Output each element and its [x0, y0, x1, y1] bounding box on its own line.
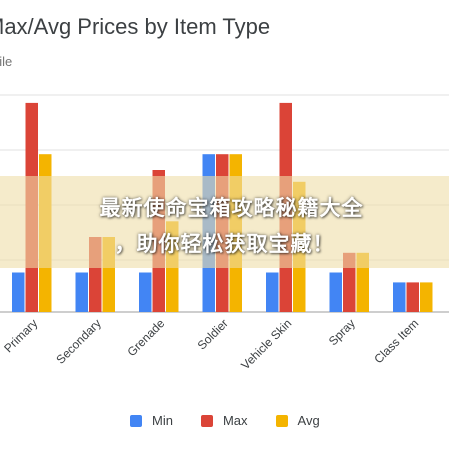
bar-avg-class-item[interactable]	[420, 282, 433, 312]
legend-swatch-avg	[275, 414, 288, 427]
legend-swatch-min	[130, 414, 142, 427]
legend-swatch-max	[200, 414, 213, 427]
banner-line-1: 最新使命宝箱攻略秘籍大全	[99, 196, 364, 220]
x-tick-label: Spray	[326, 316, 358, 348]
x-tick-label: Grenade	[124, 316, 167, 359]
promo-banner	[0, 176, 449, 268]
bar-min-class-item[interactable]	[393, 282, 406, 312]
legend-item-min[interactable]: Min	[130, 413, 173, 428]
bar-min-spray[interactable]	[329, 272, 343, 313]
x-tick-label: Secondary	[53, 316, 103, 366]
bar-min-primary[interactable]	[12, 272, 25, 313]
x-tick-label: Primary	[1, 316, 40, 355]
x-axis-labels: Primary Secondary Grenade Soldier Vehicle Sk…	[1, 316, 421, 372]
bar-min-grenade[interactable]	[139, 272, 152, 313]
bar-min-secondary[interactable]	[75, 272, 89, 313]
bar-min-vehicle-skin[interactable]	[266, 272, 279, 313]
legend: Min Max Avg	[130, 413, 348, 428]
legend-label-avg: Avg	[297, 413, 320, 428]
legend-label-min: Min	[152, 413, 173, 428]
x-tick-label: Class Item	[371, 316, 421, 366]
bar-max-class-item[interactable]	[406, 282, 420, 312]
legend-item-max[interactable]: Max	[200, 413, 248, 428]
chart-title: Max/Avg Prices by Item Type	[0, 14, 271, 39]
chart-subtitle: bile	[0, 54, 13, 69]
x-tick-label: Vehicle Skin	[238, 316, 294, 372]
x-tick-label: Soldier	[195, 316, 231, 352]
legend-label-max: Max	[222, 413, 248, 428]
legend-item-avg[interactable]: Avg	[275, 413, 320, 428]
banner-line-2: ，助你轻松获取宝藏！	[114, 232, 335, 256]
